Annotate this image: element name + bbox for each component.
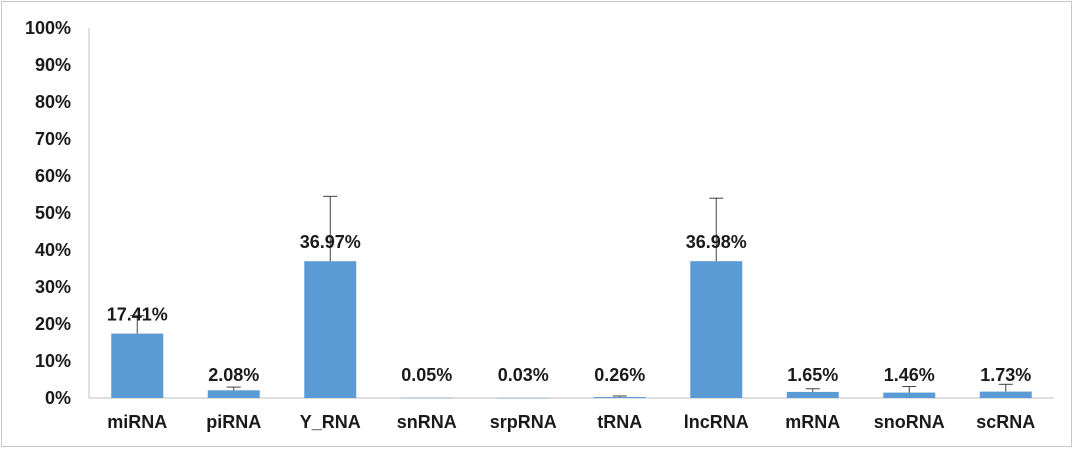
bar-mrna xyxy=(786,391,839,398)
x-tick-label-mrna: mRNA xyxy=(785,412,840,432)
data-label-trna: 0.26% xyxy=(594,365,645,385)
y-tick-label: 60% xyxy=(35,166,71,186)
x-tick-label-y_rna: Y_RNA xyxy=(300,412,361,432)
bar-trna xyxy=(593,397,646,398)
y-tick-label: 70% xyxy=(35,129,71,149)
bar-srprna xyxy=(497,397,550,399)
data-label-mrna: 1.65% xyxy=(787,365,838,385)
y-tick-label: 30% xyxy=(35,277,71,297)
x-tick-label-srprna: srpRNA xyxy=(490,412,557,432)
data-label-snorna: 1.46% xyxy=(884,365,935,385)
bar-lncrna xyxy=(690,261,743,398)
bar-pirna xyxy=(207,390,260,398)
x-tick-label-lncrna: lncRNA xyxy=(684,412,749,432)
bar-y_rna xyxy=(304,261,357,398)
data-label-mirna: 17.41% xyxy=(107,305,168,325)
data-label-snrna: 0.05% xyxy=(401,365,452,385)
data-label-lncrna: 36.98% xyxy=(686,232,747,252)
x-tick-label-mirna: miRNA xyxy=(107,412,167,432)
y-tick-label: 10% xyxy=(35,351,71,371)
y-tick-label: 90% xyxy=(35,55,71,75)
y-tick-label: 100% xyxy=(25,18,71,38)
y-tick-label: 0% xyxy=(45,388,71,408)
x-tick-label-snorna: snoRNA xyxy=(874,412,945,432)
x-tick-label-snrna: snRNA xyxy=(397,412,457,432)
y-tick-label: 50% xyxy=(35,203,71,223)
data-label-srprna: 0.03% xyxy=(498,365,549,385)
y-tick-label: 80% xyxy=(35,92,71,112)
bar-snorna xyxy=(883,392,936,398)
x-tick-label-trna: tRNA xyxy=(597,412,642,432)
data-label-y_rna: 36.97% xyxy=(300,232,361,252)
x-tick-label-scrna: scRNA xyxy=(976,412,1035,432)
bar-snrna xyxy=(400,397,453,399)
y-tick-label: 40% xyxy=(35,240,71,260)
y-tick-label: 20% xyxy=(35,314,71,334)
data-label-scrna: 1.73% xyxy=(980,365,1031,385)
bar-scrna xyxy=(979,391,1032,398)
data-label-pirna: 2.08% xyxy=(208,365,259,385)
x-tick-label-pirna: piRNA xyxy=(206,412,261,432)
bar-mirna xyxy=(111,333,164,398)
